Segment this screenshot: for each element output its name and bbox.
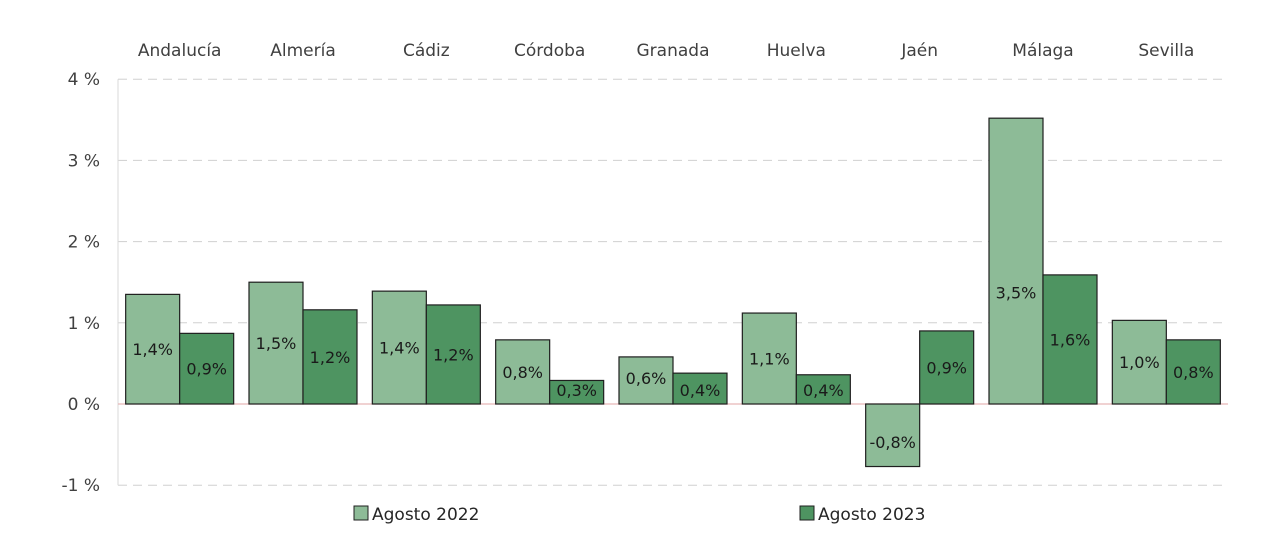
bar-agosto-2022 <box>248 281 304 405</box>
data-label: 1,5% <box>256 334 297 353</box>
legend: Agosto 2022 Agosto 2023 <box>353 505 925 525</box>
category-label: Cádiz <box>403 41 450 61</box>
category-label: Andalucía <box>138 41 222 61</box>
legend-label: Agosto 2022 <box>372 505 479 525</box>
data-label: 0,8% <box>1173 363 1214 382</box>
data-label: 0,4% <box>803 381 844 400</box>
data-label: 1,1% <box>749 350 790 369</box>
data-label: -0,8% <box>869 433 915 452</box>
data-label: 1,0% <box>1119 353 1160 372</box>
y-tick-label: 1 % <box>68 314 100 334</box>
category-label: Sevilla <box>1138 41 1194 61</box>
category-label: Málaga <box>1012 41 1073 61</box>
category-label: Huelva <box>767 41 826 61</box>
bar-agosto-2022 <box>125 293 181 405</box>
bar-agosto-2023 <box>1165 339 1221 405</box>
data-label: 0,4% <box>680 381 721 400</box>
category-label: Almería <box>270 41 336 61</box>
bar-agosto-2023 <box>425 304 481 405</box>
data-label: 1,2% <box>433 345 474 364</box>
legend-swatch <box>799 505 815 521</box>
bar-agosto-2023 <box>1042 274 1098 405</box>
y-tick-label: 2 % <box>68 233 100 253</box>
legend-label: Agosto 2023 <box>818 505 925 525</box>
bar-agosto-2023 <box>549 379 605 405</box>
category-label: Jaén <box>900 41 938 61</box>
bar-agosto-2023 <box>179 332 235 405</box>
y-tick-label: 0 % <box>68 395 100 415</box>
bar-agosto-2022 <box>371 290 427 405</box>
bar-agosto-2023 <box>302 309 358 405</box>
data-labels: 1,4% 0,9% 1,5% 1,2% 1,4% 1,2% 0,8% 0,3% 0,6% 0,4%… <box>132 284 1213 452</box>
data-label: 3,5% <box>996 284 1037 303</box>
bar-agosto-2023 <box>795 374 851 405</box>
data-label: 0,3% <box>556 381 597 400</box>
bar-agosto-2022 <box>741 312 797 405</box>
bar-agosto-2023 <box>919 330 975 405</box>
data-label: 1,4% <box>132 340 173 359</box>
bar-agosto-2022 <box>1111 319 1167 405</box>
y-tick-label: 3 % <box>68 151 100 171</box>
bars <box>125 117 1221 468</box>
data-label: 1,4% <box>379 339 420 358</box>
category-label: Córdoba <box>514 41 585 61</box>
data-label: 0,9% <box>926 358 967 377</box>
data-label: 1,6% <box>1050 330 1091 349</box>
bar-agosto-2023 <box>672 372 728 405</box>
bar-agosto-2022 <box>865 403 921 468</box>
data-label: 0,6% <box>626 369 667 388</box>
y-tick-label: 4 % <box>68 70 100 90</box>
category-label: Granada <box>637 41 710 61</box>
bar-agosto-2022 <box>988 117 1044 405</box>
legend-swatch <box>353 505 369 521</box>
y-tick-label: -1 % <box>61 476 100 496</box>
data-label: 0,8% <box>502 363 543 382</box>
data-label: 1,2% <box>310 348 351 367</box>
data-label: 0,9% <box>186 360 227 379</box>
category-labels: Andalucía Almería Cádiz Córdoba Granada Huelv… <box>138 41 1194 61</box>
bar-agosto-2022 <box>495 339 551 405</box>
